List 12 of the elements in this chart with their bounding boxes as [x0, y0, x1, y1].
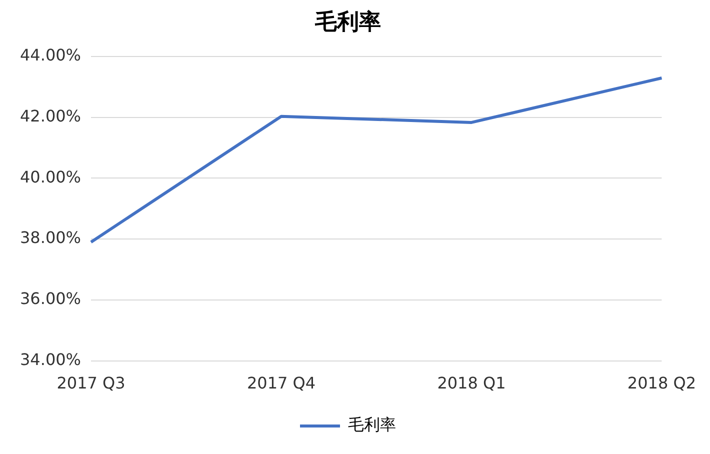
legend-label: 毛利率: [348, 415, 396, 434]
chart-title: 毛利率: [314, 8, 381, 35]
x-tick-label: 2018 Q2: [627, 374, 696, 393]
y-tick-label: 38.00%: [20, 228, 82, 248]
y-tick-label: 34.00%: [20, 350, 82, 369]
y-tick-label: 36.00%: [20, 289, 82, 308]
y-tick-label: 44.00%: [20, 46, 82, 65]
y-tick-label: 40.00%: [20, 167, 82, 186]
x-tick-label: 2017 Q4: [246, 374, 316, 393]
x-tick-label: 2017 Q3: [56, 374, 126, 393]
y-tick-label: 42.00%: [20, 106, 82, 126]
x-tick-label: 2018 Q1: [437, 374, 506, 393]
